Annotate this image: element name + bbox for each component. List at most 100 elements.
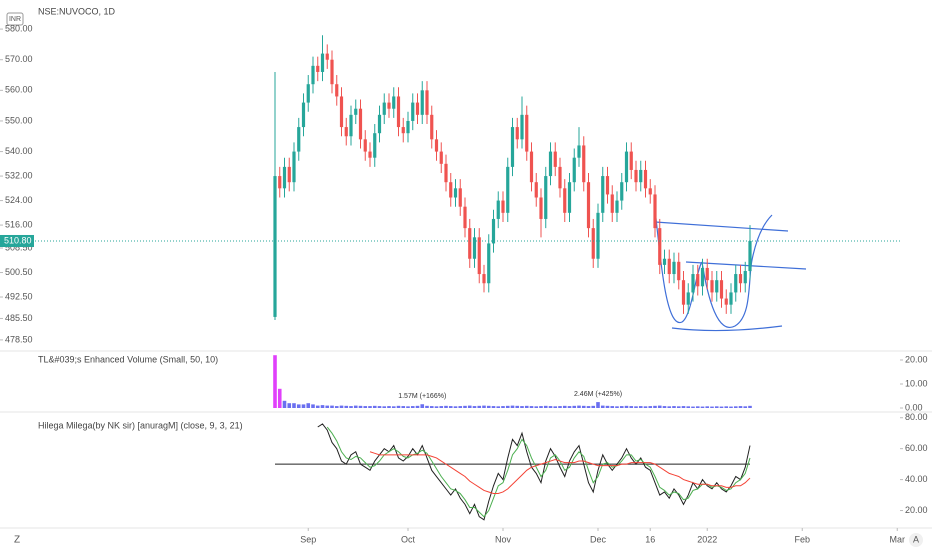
candle-body <box>691 274 695 293</box>
candle-body <box>529 151 534 183</box>
candle-body <box>724 298 728 305</box>
volume-bar <box>714 406 719 408</box>
candle-body <box>472 237 477 259</box>
candle-body <box>401 127 405 134</box>
volume-bar <box>467 405 472 408</box>
candle-body <box>430 114 434 140</box>
candle-body <box>363 139 367 152</box>
candle-body <box>634 169 638 183</box>
candle-body <box>738 274 743 284</box>
candle-body <box>534 182 538 198</box>
volume-bar <box>686 406 691 408</box>
candle-body <box>344 127 348 137</box>
volume-bar <box>539 406 543 408</box>
volume-bar <box>643 406 648 408</box>
volume-bar <box>515 405 520 408</box>
candle-body <box>572 157 576 183</box>
candle-body <box>648 188 652 195</box>
candle-body <box>610 194 614 213</box>
candle-body <box>672 261 676 275</box>
auto-scale-button[interactable] <box>909 533 923 547</box>
volume-bar <box>586 406 591 408</box>
volume-bar <box>610 406 615 408</box>
volume-bar <box>681 406 686 408</box>
candle-body <box>620 182 624 201</box>
trend-line <box>671 325 783 332</box>
volume-bar <box>382 406 387 408</box>
candle-body <box>491 218 496 244</box>
candle-body <box>482 274 486 284</box>
volume-bar <box>524 405 529 408</box>
candle-body <box>306 84 310 103</box>
candle-body <box>662 258 667 265</box>
candle-body <box>282 166 287 189</box>
candle-body <box>520 114 524 140</box>
volume-bar <box>638 406 643 408</box>
volume-bar <box>273 355 277 408</box>
candle-body <box>515 127 519 140</box>
candle-body <box>700 267 705 287</box>
candle-body <box>325 53 329 60</box>
volume-bar <box>287 403 292 408</box>
y-tick-label: 532.00 <box>5 170 33 180</box>
candle-body <box>577 145 581 158</box>
volume-bar <box>477 405 482 408</box>
y-tick-label: 524.00 <box>5 195 33 205</box>
volume-bar <box>662 406 667 408</box>
volume-bar <box>334 406 339 408</box>
candle-body <box>596 212 600 259</box>
icon-z[interactable]: Z <box>14 535 20 546</box>
volume-bar <box>320 405 325 408</box>
volume-bar <box>282 400 287 408</box>
volume-bar <box>577 405 581 408</box>
volume-bar <box>306 403 311 408</box>
volume-bar <box>377 406 382 408</box>
chart-title: NSE:NUVOCO, 1D <box>38 6 116 16</box>
volume-bar <box>619 406 624 408</box>
candle-body <box>358 108 363 140</box>
candle-body <box>301 102 306 128</box>
candle-body <box>696 274 700 287</box>
volume-bar <box>567 406 572 408</box>
candle-body <box>586 182 591 229</box>
candle-body <box>444 163 448 183</box>
volume-bar <box>572 405 577 408</box>
volume-bar <box>733 406 738 408</box>
icon-a[interactable]: A <box>913 534 919 544</box>
volume-bar <box>710 406 714 408</box>
volume-bar <box>543 405 548 408</box>
volume-bar <box>292 403 296 408</box>
volume-bar <box>420 404 425 408</box>
candle-body <box>601 176 605 213</box>
volume-bar <box>434 406 439 408</box>
volume-bar <box>520 406 524 408</box>
volume-bar <box>581 405 586 408</box>
candle-body <box>496 200 500 219</box>
candle-body <box>368 151 372 158</box>
volume-bar <box>657 405 662 408</box>
candle-body <box>487 243 491 284</box>
volume-bar <box>691 406 695 408</box>
volume-bar <box>700 406 705 408</box>
candle-body <box>339 96 344 128</box>
volume-bar <box>277 388 282 408</box>
candle-body <box>349 114 353 137</box>
volume-bar <box>344 405 349 408</box>
cup-curve <box>701 214 773 329</box>
candle-body <box>686 292 690 305</box>
y-tick-label: 580.00 <box>5 23 33 33</box>
volume-bar <box>339 405 344 408</box>
y-tick-label: 0.00 <box>905 402 923 412</box>
y-tick-label: 508.50 <box>5 242 33 252</box>
candle-body <box>415 102 420 115</box>
candle-body <box>463 206 467 229</box>
y-tick-label: 20.00 <box>905 354 928 364</box>
last-price-box <box>0 234 34 247</box>
oscillator-line <box>369 451 751 495</box>
volume-bar <box>406 406 410 408</box>
volume-bar <box>482 405 486 408</box>
x-tick-label: 2022 <box>697 534 717 544</box>
x-tick-label: Sep <box>300 534 316 544</box>
candle-body <box>477 237 481 275</box>
volume-bar <box>562 405 567 408</box>
